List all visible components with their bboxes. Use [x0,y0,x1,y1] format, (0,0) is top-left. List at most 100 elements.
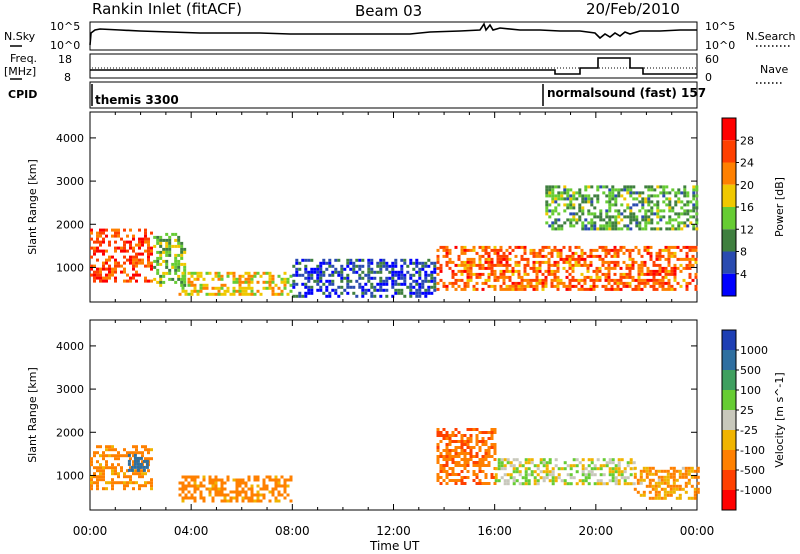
echo-cell [340,279,344,283]
echo-cell [545,188,549,192]
echo-cell [637,248,641,252]
echo-cell [530,461,534,465]
echo-cell [604,251,608,255]
echo-cell [117,451,120,455]
echo-cell [632,185,636,189]
echo-cell [445,458,449,461]
echo-cell [542,458,546,462]
echo-cell [211,499,215,503]
echo-cell [562,284,566,288]
echo-cell [514,254,518,258]
echo-cell [442,464,446,467]
echo-cell [114,279,117,283]
x-tick-label: 16:00 [477,524,512,538]
echo-cell [484,257,488,261]
echo-cell [445,254,449,258]
echo-cell [469,260,473,264]
echo-cell [634,278,638,282]
echo-cell [114,481,117,485]
echo-cell [391,264,395,268]
echo-cell [523,257,527,261]
y-tick-label: 1000 [56,469,84,482]
echo-cell [687,496,691,500]
echo-cell [448,440,452,443]
echo-cell [499,257,503,261]
echo-cell [518,461,522,465]
echo-cell [283,280,287,284]
echo-cell [669,490,673,494]
echo-cell [481,272,485,276]
echo-cell [666,472,670,476]
echo-cell [674,218,678,222]
echo-cell [190,280,194,284]
echo-cell [454,245,458,249]
echo-cell [541,254,545,258]
echo-cell [165,262,169,266]
echo-cell [223,493,227,497]
echo-cell [322,273,326,277]
echo-cell [521,476,525,480]
echo-cell [587,227,591,231]
echo-cell [487,245,491,249]
echo-cell [409,276,413,280]
echo-cell [358,273,362,277]
echo-cell [523,251,527,255]
echo-cell [129,246,132,250]
echo-cell [520,278,524,282]
echo-cell [126,451,129,455]
echo-cell [649,245,653,249]
echo-cell [596,227,600,231]
echo-cell [183,280,187,284]
echo-cell [580,251,584,255]
echo-cell [632,191,636,195]
echo-cell [229,490,233,494]
echo-cell [539,476,543,480]
echo-cell [670,272,674,276]
echo-cell [514,287,518,291]
echo-cell [680,227,684,231]
echo-cell [556,254,560,258]
echo-cell [199,493,203,497]
echo-cell [623,470,627,474]
echo-cell [439,452,443,455]
echo-cell [655,263,659,267]
echo-cell [613,248,617,252]
echo-cell [190,493,194,497]
echo-cell [253,271,257,275]
echo-cell [418,282,422,286]
echo-cell [463,449,467,452]
echo-cell [460,272,464,276]
echo-cell [684,466,688,470]
echo-cell [295,273,299,277]
echo-cell [599,479,603,483]
echo-cell [256,490,260,494]
echo-cell [556,251,560,255]
echo-cell [657,478,661,482]
echo-cell [535,275,539,279]
echo-cell [451,281,455,285]
echo-cell [141,451,144,455]
echo-cell [280,280,284,284]
echo-cell [490,434,494,437]
echo-cell [551,221,555,225]
echo-cell [421,267,425,271]
echo-cell [647,221,651,225]
echo-cell [259,274,263,278]
echo-cell [99,469,102,473]
echo-cell [559,248,563,252]
echo-cell [500,461,504,465]
echo-cell [126,454,129,458]
echo-cell [193,475,197,479]
echo-cell [165,259,169,263]
echo-cell [96,445,99,449]
echo-cell [574,251,578,255]
echo-cell [156,268,160,272]
echo-cell [506,461,510,465]
echo-cell [126,273,129,277]
echo-cell [211,496,215,500]
colorbar-label: Power [dB] [773,177,786,237]
echo-cell [127,462,131,466]
echo-cell [385,294,389,298]
echo-cell [658,257,662,261]
echo-cell [553,245,557,249]
